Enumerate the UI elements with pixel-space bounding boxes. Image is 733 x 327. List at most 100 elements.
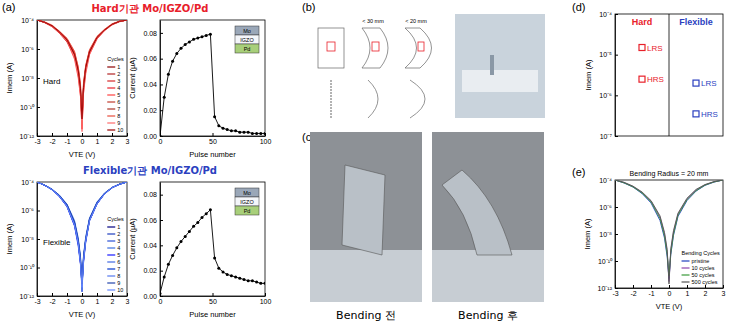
tick-mark: [160, 84, 163, 85]
x-axis: -3-2-10123: [612, 285, 725, 297]
inset-stack: MoIGZOPd: [235, 26, 259, 53]
tick-label: 10⁻⁴: [599, 11, 612, 18]
legend-label: 10: [117, 287, 123, 293]
tick: 10⁻⁴: [599, 11, 618, 18]
tick: 10⁻⁸: [599, 231, 618, 238]
tick: 10⁻¹⁰: [20, 104, 40, 111]
tick: -1: [648, 285, 654, 297]
legend-swatch: [107, 129, 115, 130]
point: [167, 73, 170, 76]
axis-line: [160, 183, 161, 297]
tick-label: 3: [126, 138, 130, 145]
tick-mark: [615, 207, 618, 208]
legend-swatch: [107, 275, 115, 276]
layer-label: Pd: [244, 46, 251, 52]
y-axis: 10⁻¹²10⁻¹⁰10⁻⁸10⁻⁶10⁻⁴: [598, 177, 618, 292]
tick-label: 10⁻⁶: [599, 204, 612, 211]
tick: 0.02: [143, 107, 163, 114]
tick: 2: [111, 293, 115, 305]
point-label: LRS: [701, 79, 717, 88]
series-line: [37, 20, 127, 113]
point: [192, 38, 195, 41]
plot-frame: [160, 20, 265, 136]
tick: -2: [49, 133, 55, 145]
device: [418, 42, 424, 51]
tick-label: 0.08: [143, 191, 157, 198]
tick: 3: [126, 133, 130, 145]
tick-mark: [82, 293, 83, 296]
tick-label: 0.02: [143, 107, 157, 114]
tick-label: 10⁻¹²: [598, 285, 613, 292]
tick: -2: [630, 285, 636, 297]
legend-swatch: [682, 267, 690, 268]
legend-swatch: [682, 274, 690, 275]
tick-label: 100: [260, 138, 272, 145]
photo-caption: Bending 전: [336, 309, 396, 322]
legend-swatch: [107, 87, 115, 88]
separator: [669, 14, 670, 136]
photo: [310, 132, 422, 302]
tick: 100: [260, 293, 272, 305]
point: [213, 115, 216, 118]
legend-swatch: [107, 233, 115, 234]
tick-mark: [82, 133, 83, 136]
point: [217, 267, 220, 270]
tick-label: 1: [96, 298, 100, 305]
point: [247, 279, 250, 282]
tick: 10⁻⁶: [599, 204, 618, 211]
x-axis: 050100: [159, 133, 272, 145]
point: [163, 276, 166, 279]
tick-mark: [615, 234, 618, 235]
layer-label: IGZO: [240, 37, 254, 43]
legend-title: Cycles: [107, 216, 124, 222]
point: [184, 235, 187, 238]
tick-label: 0.08: [143, 30, 157, 37]
legend-swatch: [107, 122, 115, 123]
point: [184, 43, 187, 46]
point: [226, 273, 229, 276]
tick-mark: [52, 293, 53, 296]
point: [163, 96, 166, 99]
tick-mark: [127, 133, 128, 136]
series-line: [37, 20, 127, 117]
legend-label: 8: [117, 113, 120, 119]
layer-label: IGZO: [240, 199, 254, 205]
legend-label: 5: [117, 252, 120, 258]
point: [226, 128, 229, 131]
tick-mark: [67, 293, 68, 296]
x-axis-title: Pulse number: [189, 150, 236, 159]
tick-mark: [265, 133, 266, 136]
point: [238, 131, 241, 134]
device: [327, 42, 335, 51]
photo-detail: [490, 55, 494, 75]
y-axis-title: Current (μA): [128, 57, 137, 99]
point: [209, 33, 212, 36]
legend-label: 2: [117, 231, 120, 237]
legend-swatch: [107, 226, 115, 227]
side-view: [368, 80, 378, 118]
tick-label: 0.00: [143, 293, 157, 300]
tick: 2: [111, 133, 115, 145]
tick-label: -1: [64, 138, 70, 145]
tick-label: 10⁻¹⁰: [20, 264, 35, 271]
tick-mark: [160, 33, 163, 34]
legend: Cycles12345678910: [107, 56, 124, 133]
tick-mark: [37, 239, 40, 240]
tick-label: -3: [612, 290, 618, 297]
photo: [432, 132, 544, 302]
tick: 10⁻⁶: [599, 92, 618, 99]
point: [196, 221, 199, 224]
tick-label: 0.00: [143, 133, 157, 140]
series-line: [37, 182, 127, 292]
point: [217, 124, 220, 127]
legend-label: 2: [117, 71, 120, 77]
legend-title: Bending Cycles: [682, 250, 720, 256]
point: [188, 230, 191, 233]
diagram-label: < 30 mm: [362, 18, 384, 24]
sheet: [405, 28, 432, 68]
axis-line: [161, 296, 266, 297]
tick-mark: [615, 261, 618, 262]
diagram-label: < 20 mm: [405, 18, 427, 24]
tick-label: 10⁻¹⁰: [598, 258, 613, 265]
plot-frame: [160, 182, 265, 296]
